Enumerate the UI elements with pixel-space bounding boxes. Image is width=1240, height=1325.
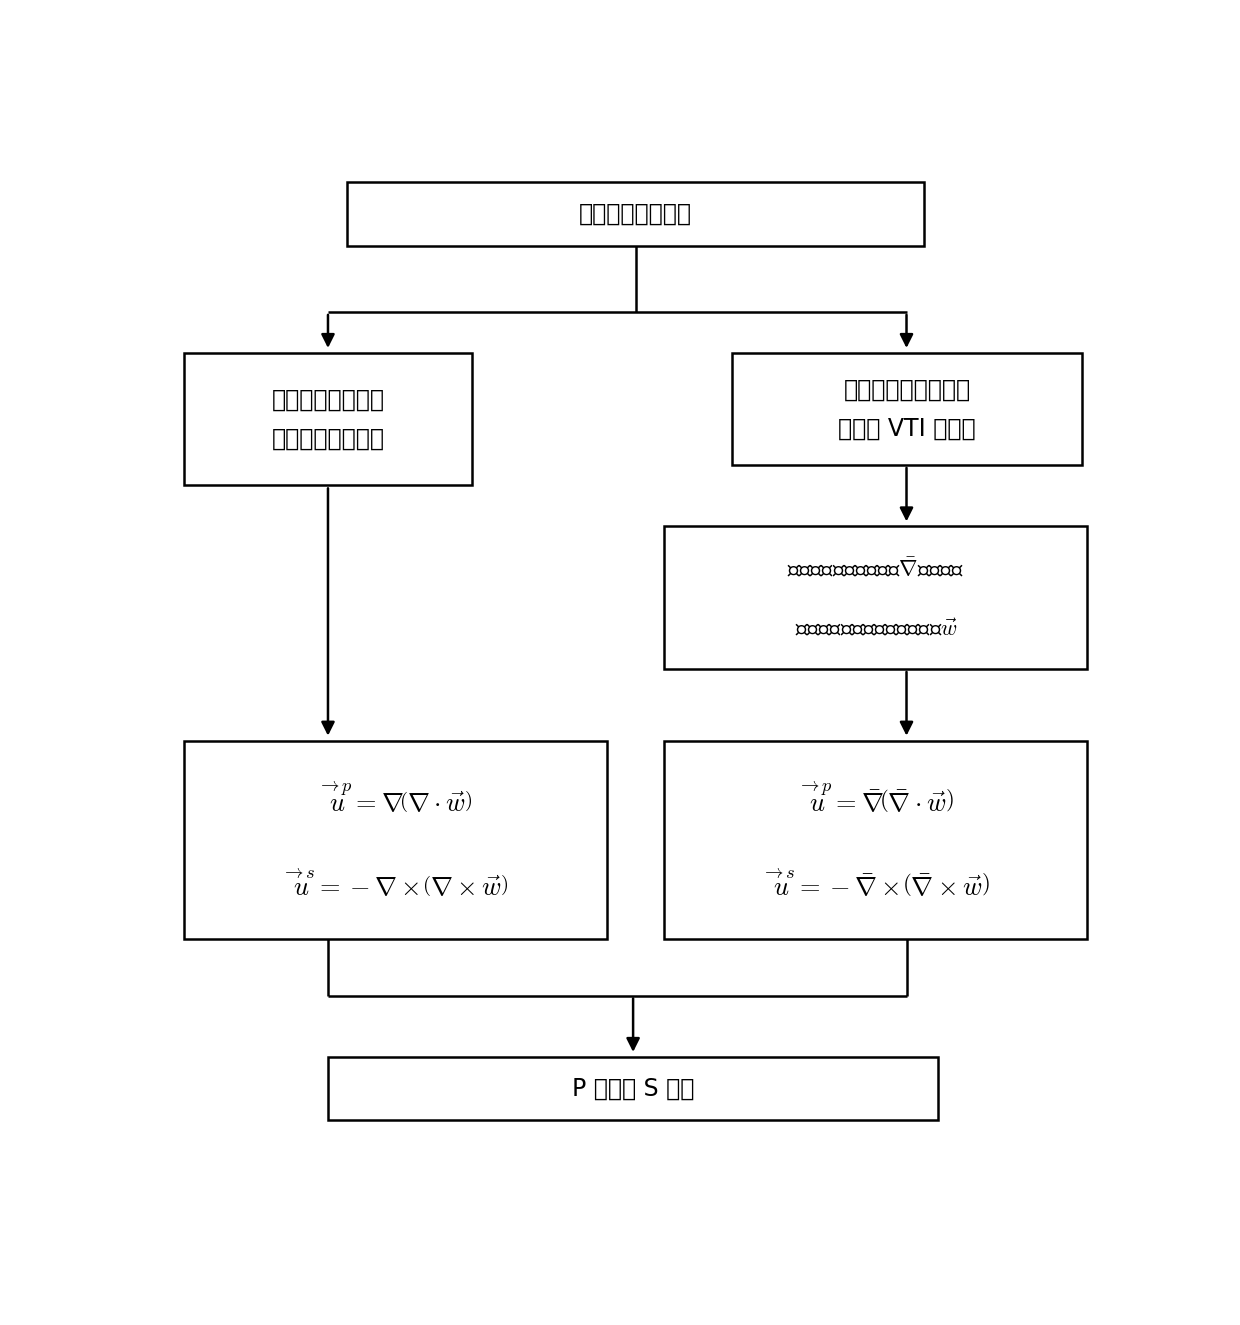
Bar xyxy=(732,352,1083,465)
Bar xyxy=(184,741,606,939)
Text: 频率波数域求解泊松方程计算$\vec{w}$: 频率波数域求解泊松方程计算$\vec{w}$ xyxy=(795,619,957,640)
Text: 经过特征分析求解算子$\bar{\nabla}$，然后在: 经过特征分析求解算子$\bar{\nabla}$，然后在 xyxy=(787,558,965,580)
Text: 亥姆霍兹分解（三
维各向同性介质）: 亥姆霍兹分解（三 维各向同性介质） xyxy=(272,388,384,450)
Bar xyxy=(347,183,924,245)
Text: 弹性波场矢量分解: 弹性波场矢量分解 xyxy=(579,203,692,227)
Bar xyxy=(665,741,1087,939)
Text: $\overset{\to p}{\;u} = \nabla\!\left(\nabla \cdot \vec{w}\right)$: $\overset{\to p}{\;u} = \nabla\!\left(\n… xyxy=(317,782,474,819)
Text: $\overset{\to s}{\;u} = -\nabla \times \!\left(\nabla \times \vec{w}\right)$: $\overset{\to s}{\;u} = -\nabla \times \… xyxy=(281,869,510,902)
Bar xyxy=(665,526,1087,669)
Text: 零阶伪亥姆霍兹分解
（三维 VTI 介质）: 零阶伪亥姆霍兹分解 （三维 VTI 介质） xyxy=(838,378,976,440)
Bar xyxy=(327,1057,939,1120)
Bar xyxy=(184,352,472,485)
Text: $\overset{\to s}{\;u} = -\bar{\nabla} \times \!\left(\bar{\nabla} \times \vec{w}: $\overset{\to s}{\;u} = -\bar{\nabla} \t… xyxy=(761,869,991,902)
Text: P 波场和 S 波场: P 波场和 S 波场 xyxy=(572,1076,694,1101)
Text: $\overset{\to p}{\;u} = \bar{\nabla}\!\left(\bar{\nabla} \cdot \vec{w}\right)$: $\overset{\to p}{\;u} = \bar{\nabla}\!\l… xyxy=(797,782,955,819)
